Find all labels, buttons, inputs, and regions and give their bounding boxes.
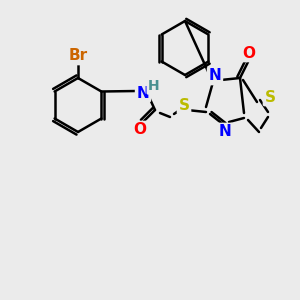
Text: N: N <box>208 68 221 83</box>
Text: N: N <box>219 124 231 140</box>
Text: S: S <box>265 89 275 104</box>
Text: S: S <box>178 98 190 112</box>
Text: N: N <box>136 85 149 100</box>
Text: Br: Br <box>68 49 88 64</box>
Text: H: H <box>148 79 160 93</box>
Text: O: O <box>242 46 256 61</box>
Text: O: O <box>134 122 146 137</box>
